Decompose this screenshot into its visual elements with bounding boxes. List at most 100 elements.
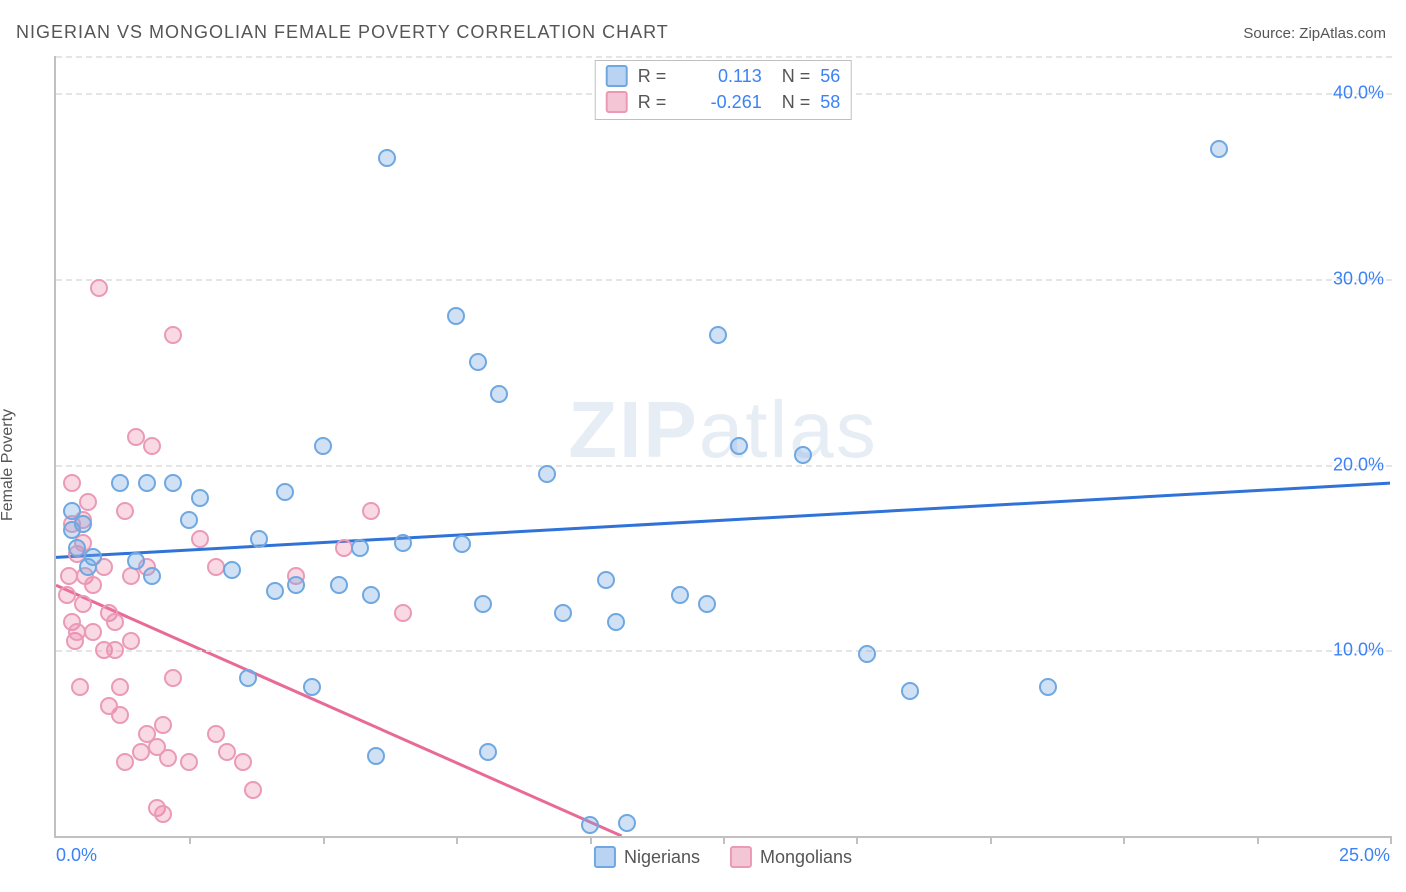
scatter-point xyxy=(74,515,92,533)
trend-lines-overlay xyxy=(56,56,1390,836)
scatter-point xyxy=(351,539,369,557)
scatter-point xyxy=(394,534,412,552)
watermark-zip: ZIP xyxy=(568,385,698,474)
n-label: N = xyxy=(782,66,811,87)
scatter-point xyxy=(63,474,81,492)
scatter-point xyxy=(1039,678,1057,696)
legend-swatch xyxy=(594,846,616,868)
scatter-point xyxy=(111,678,129,696)
trend-line xyxy=(56,585,622,836)
scatter-point xyxy=(71,678,89,696)
stats-legend-row: R =-0.261N =58 xyxy=(606,89,841,115)
scatter-point xyxy=(378,149,396,167)
legend-swatch xyxy=(730,846,752,868)
scatter-point xyxy=(180,511,198,529)
scatter-point xyxy=(180,753,198,771)
stats-legend-row: R =0.113N =56 xyxy=(606,63,841,89)
y-tick-label: 20.0% xyxy=(1333,454,1384,475)
scatter-point xyxy=(362,502,380,520)
scatter-point xyxy=(111,474,129,492)
scatter-point xyxy=(287,576,305,594)
x-tick xyxy=(723,836,725,844)
scatter-point xyxy=(116,753,134,771)
scatter-point xyxy=(538,465,556,483)
scatter-point xyxy=(314,437,332,455)
y-tick-label: 40.0% xyxy=(1333,83,1384,104)
legend-swatch xyxy=(606,65,628,87)
scatter-point xyxy=(447,307,465,325)
scatter-point xyxy=(90,279,108,297)
series-legend: Nigerians Mongolians xyxy=(594,846,852,868)
scatter-point xyxy=(250,530,268,548)
gridline xyxy=(56,279,1392,281)
gridline xyxy=(56,650,1392,652)
scatter-point xyxy=(79,493,97,511)
scatter-point xyxy=(138,474,156,492)
x-tick xyxy=(856,836,858,844)
scatter-point xyxy=(618,814,636,832)
scatter-point xyxy=(244,781,262,799)
y-tick-label: 10.0% xyxy=(1333,640,1384,661)
scatter-point xyxy=(1210,140,1228,158)
r-value: 0.113 xyxy=(692,66,762,87)
scatter-point xyxy=(154,716,172,734)
gridline xyxy=(56,56,1392,58)
scatter-point xyxy=(111,706,129,724)
scatter-point xyxy=(127,552,145,570)
scatter-point xyxy=(116,502,134,520)
scatter-point xyxy=(858,645,876,663)
scatter-point xyxy=(330,576,348,594)
scatter-point xyxy=(581,816,599,834)
scatter-point xyxy=(223,561,241,579)
scatter-point xyxy=(74,595,92,613)
legend-label: Nigerians xyxy=(624,847,700,868)
scatter-point xyxy=(106,613,124,631)
scatter-point xyxy=(207,725,225,743)
scatter-point xyxy=(143,437,161,455)
chart-title: NIGERIAN VS MONGOLIAN FEMALE POVERTY COR… xyxy=(16,22,669,43)
x-tick xyxy=(1390,836,1392,844)
scatter-point xyxy=(474,595,492,613)
scatter-point xyxy=(671,586,689,604)
scatter-point xyxy=(191,530,209,548)
scatter-point xyxy=(164,474,182,492)
scatter-point xyxy=(469,353,487,371)
y-tick-label: 30.0% xyxy=(1333,268,1384,289)
source-attribution: Source: ZipAtlas.com xyxy=(1243,25,1386,42)
n-value: 58 xyxy=(820,92,840,113)
x-tick xyxy=(456,836,458,844)
x-tick xyxy=(1123,836,1125,844)
scatter-point xyxy=(362,586,380,604)
x-tick-label: 25.0% xyxy=(1339,845,1390,866)
scatter-point xyxy=(234,753,252,771)
scatter-point xyxy=(143,567,161,585)
r-label: R = xyxy=(638,92,682,113)
source-value: ZipAtlas.com xyxy=(1299,25,1386,42)
scatter-point xyxy=(84,548,102,566)
x-tick xyxy=(990,836,992,844)
scatter-point xyxy=(698,595,716,613)
scatter-point xyxy=(106,641,124,659)
scatter-point xyxy=(239,669,257,687)
legend-item: Nigerians xyxy=(594,846,700,868)
scatter-point xyxy=(794,446,812,464)
x-tick xyxy=(189,836,191,844)
scatter-point xyxy=(709,326,727,344)
r-value: -0.261 xyxy=(692,92,762,113)
legend-swatch xyxy=(606,91,628,113)
scatter-point xyxy=(164,669,182,687)
scatter-point xyxy=(164,326,182,344)
scatter-point xyxy=(276,483,294,501)
x-tick-label: 0.0% xyxy=(56,845,97,866)
scatter-point xyxy=(453,535,471,553)
scatter-point xyxy=(367,747,385,765)
legend-item: Mongolians xyxy=(730,846,852,868)
scatter-point xyxy=(122,632,140,650)
scatter-point xyxy=(597,571,615,589)
x-tick xyxy=(1257,836,1259,844)
scatter-point xyxy=(266,582,284,600)
scatter-point xyxy=(554,604,572,622)
scatter-point xyxy=(303,678,321,696)
source-label: Source: xyxy=(1243,25,1299,42)
scatter-point xyxy=(394,604,412,622)
